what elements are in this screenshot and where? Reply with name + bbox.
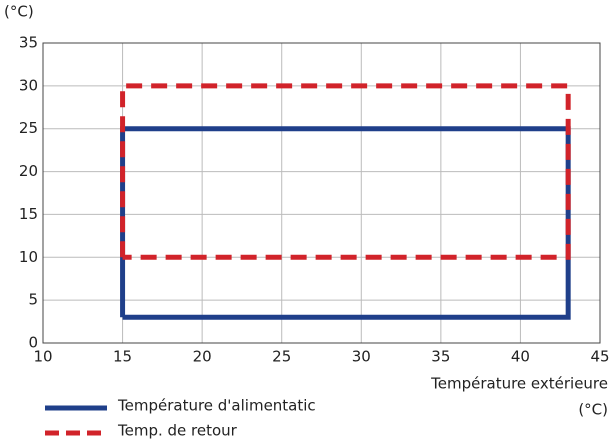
legend-label: Temp. de retour — [117, 422, 238, 440]
y-tick-label: 30 — [19, 76, 38, 94]
series-line — [120, 83, 571, 260]
y-tick-label: 0 — [28, 334, 38, 352]
x-unit-label: (°C) — [578, 401, 608, 419]
x-tick-label: 25 — [272, 348, 291, 366]
x-tick-label: 45 — [590, 348, 609, 366]
y-tick-label: 20 — [19, 162, 38, 180]
y-tick-label: 25 — [19, 119, 38, 137]
y-tick-label: 35 — [19, 34, 38, 52]
plot-frame — [42, 42, 601, 344]
y-unit-label: (°C) — [4, 3, 34, 21]
x-tick-label: 40 — [511, 348, 530, 366]
x-tick-label: 15 — [113, 348, 132, 366]
y-tick-label: 5 — [28, 291, 38, 309]
x-tick-label: 30 — [352, 348, 371, 366]
x-tick-label: 10 — [33, 348, 52, 366]
y-tick-label: 10 — [19, 248, 38, 266]
series-line — [120, 126, 571, 320]
x-tick-label: 35 — [431, 348, 450, 366]
y-tick-label: 15 — [19, 205, 38, 223]
legend-label: Température d'alimentatic — [117, 397, 316, 415]
x-tick-label: 20 — [193, 348, 212, 366]
x-axis-label: Température extérieure — [430, 375, 608, 393]
